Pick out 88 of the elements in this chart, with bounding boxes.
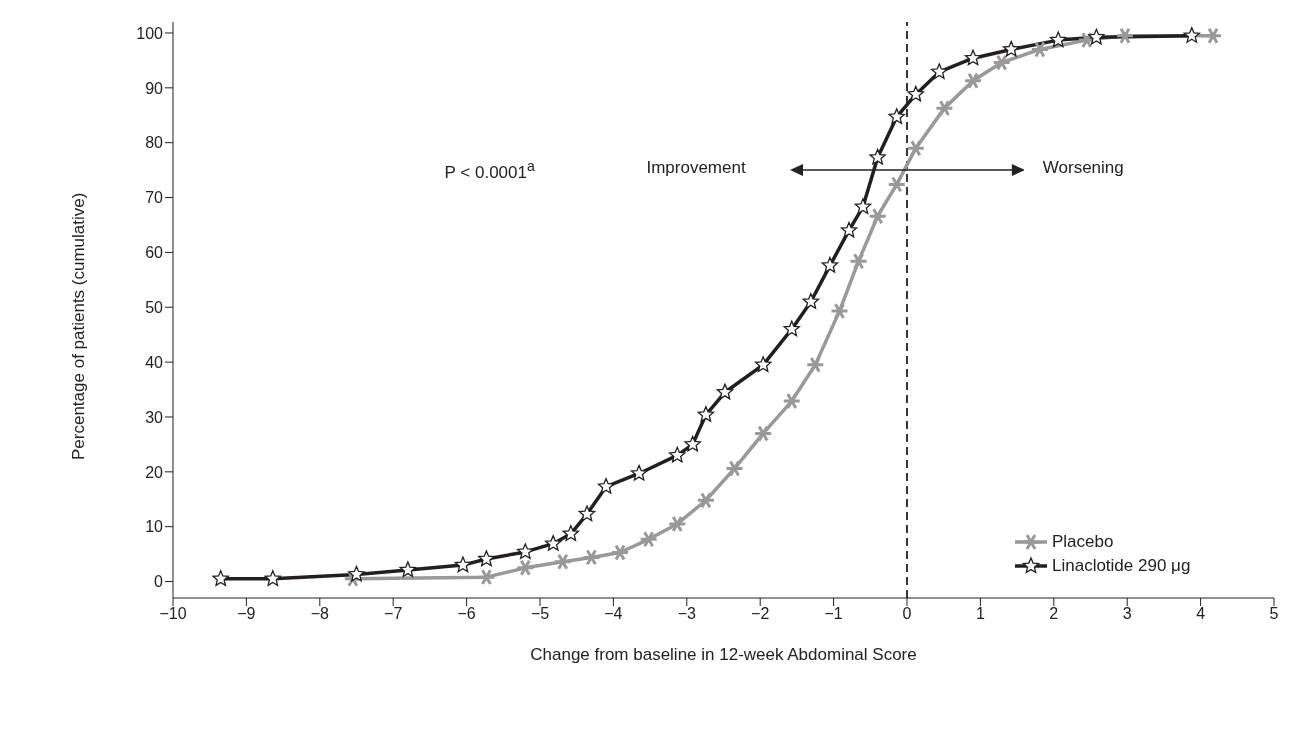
point — [669, 446, 686, 463]
y-tick-label: 50 — [145, 298, 164, 316]
point — [399, 561, 417, 578]
point — [906, 139, 926, 157]
x-tick-label: 5 — [1269, 605, 1279, 623]
point — [849, 252, 869, 270]
point — [1115, 27, 1135, 45]
point — [1030, 40, 1050, 58]
point — [725, 460, 745, 477]
x-tick-label: −9 — [237, 605, 256, 623]
x-tick-label: 2 — [1049, 605, 1059, 623]
y-tick-label: 60 — [145, 244, 164, 262]
y-tick-label: 70 — [145, 189, 164, 207]
point — [887, 175, 907, 193]
x-tick-label: −4 — [604, 605, 623, 623]
x-tick-label: 1 — [975, 605, 985, 623]
annotation: Worsening — [1042, 158, 1124, 179]
point — [562, 525, 580, 541]
point — [854, 198, 872, 214]
point — [802, 293, 820, 309]
point — [581, 548, 601, 566]
y-tick-label: 30 — [145, 408, 164, 426]
point — [964, 49, 982, 66]
point — [931, 63, 948, 80]
point — [1002, 40, 1020, 57]
point — [907, 85, 925, 102]
x-tick-label: −10 — [159, 605, 187, 623]
point — [667, 515, 687, 533]
point — [821, 256, 839, 273]
point — [963, 72, 983, 90]
x-tick-label: −3 — [677, 605, 697, 623]
point — [1049, 31, 1067, 48]
point — [610, 544, 630, 561]
point — [348, 565, 365, 582]
point — [697, 406, 715, 422]
point — [264, 570, 282, 586]
annotation: P < 0.0001$^{a}$ — [444, 158, 535, 183]
point — [212, 570, 229, 586]
legend-label: Linaclotide 290 μg — [1052, 556, 1191, 576]
point — [783, 320, 801, 337]
point — [639, 530, 659, 548]
point — [454, 556, 472, 573]
y-axis-title: Percentage of patients (cumulative) — [69, 192, 89, 460]
x-tick-label: 4 — [1196, 605, 1206, 623]
point — [1088, 28, 1105, 45]
point — [544, 535, 562, 551]
x-tick-label: −7 — [384, 605, 403, 623]
point — [515, 559, 535, 577]
x-tick-label: −5 — [530, 605, 550, 623]
point — [553, 553, 573, 571]
x-axis-title: Change from baseline in 12-week Abdominal Score — [530, 645, 917, 664]
y-tick-label: 0 — [154, 573, 164, 591]
x-tick-label: −1 — [824, 605, 843, 623]
point — [716, 383, 734, 400]
point — [782, 392, 802, 410]
legend-label: Placebo — [1052, 532, 1114, 552]
x-tick-label: −2 — [751, 605, 770, 623]
point — [934, 99, 954, 117]
point — [888, 108, 905, 125]
point — [1203, 27, 1223, 45]
x-tick-label: −8 — [310, 605, 330, 623]
y-tick-label: 90 — [145, 79, 164, 97]
y-tick-label: 20 — [145, 463, 164, 481]
point — [869, 148, 886, 165]
point — [829, 302, 849, 320]
point — [478, 550, 495, 567]
point — [630, 464, 648, 481]
point — [684, 435, 701, 452]
x-tick-label: −6 — [457, 605, 476, 623]
y-tick-label: 100 — [136, 24, 164, 42]
y-tick-label: 80 — [145, 134, 164, 152]
point — [476, 568, 496, 586]
point — [597, 477, 615, 494]
x-tick-label: 3 — [1122, 605, 1132, 623]
point — [868, 207, 888, 225]
point — [992, 54, 1012, 72]
point — [1183, 27, 1201, 43]
point — [578, 505, 596, 522]
point — [753, 424, 773, 442]
point — [754, 356, 772, 372]
point — [805, 356, 825, 374]
point — [696, 491, 716, 509]
y-tick-label: 10 — [145, 518, 164, 536]
y-tick-label: 40 — [145, 353, 164, 371]
point — [840, 221, 858, 238]
x-tick-label: 0 — [902, 605, 912, 623]
annotation: Improvement — [646, 158, 746, 179]
point — [517, 543, 534, 560]
